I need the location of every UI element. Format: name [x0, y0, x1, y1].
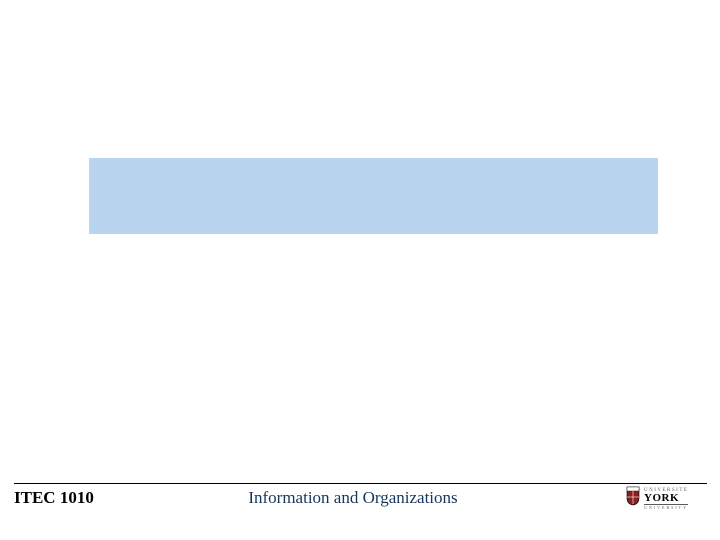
footer-divider	[14, 483, 707, 484]
york-logo-line2: YORK	[644, 493, 688, 504]
slide: ITEC 1010 Information and Organizations …	[0, 0, 720, 540]
title-band	[89, 158, 658, 234]
york-logo-line3: UNIVERSITY	[644, 504, 688, 510]
york-logo-text: UNIVERSITE YORK UNIVERSITY	[644, 488, 688, 510]
footer-course-code: ITEC 1010	[14, 488, 94, 508]
york-logo: UNIVERSITE YORK UNIVERSITY	[626, 486, 688, 511]
footer-course-title: Information and Organizations	[213, 488, 493, 508]
york-crest-icon	[626, 486, 640, 511]
